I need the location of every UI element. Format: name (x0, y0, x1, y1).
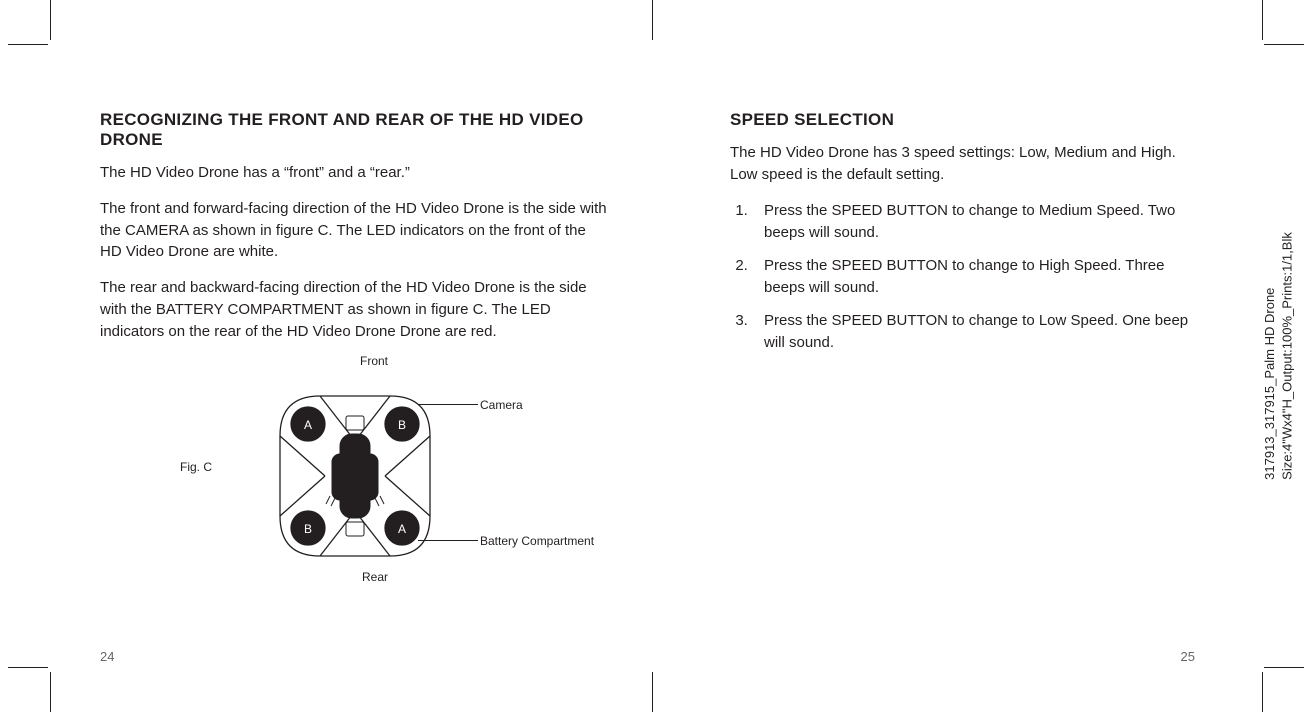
page-number-left: 24 (100, 649, 114, 664)
svg-text:A: A (304, 418, 312, 432)
svg-text:A: A (398, 522, 406, 536)
step-item: Press the SPEED BUTTON to change to High… (752, 255, 1200, 300)
print-meta-line2: Size:4"Wx4"H_Output:100%_Prints:1/1,Blk (1279, 232, 1294, 480)
label-camera: Camera (480, 398, 523, 412)
para-front: The front and forward-facing direction o… (100, 198, 610, 263)
crop-mark (1264, 667, 1304, 668)
figure-c: Fig. C Front Rear Camera Battery Compart… (100, 356, 610, 596)
figure-caption: Fig. C (180, 460, 212, 474)
page-number-right: 25 (1181, 649, 1195, 664)
page-spread: RECOGNIZING THE FRONT AND REAR OF THE HD… (50, 0, 1250, 712)
heading-speed: SPEED SELECTION (730, 110, 1200, 130)
crop-mark (8, 667, 48, 668)
page-right: SPEED SELECTION The HD Video Drone has 3… (650, 0, 1250, 712)
drone-diagram-icon: A B B A (260, 376, 450, 576)
crop-mark (1262, 0, 1263, 40)
svg-text:B: B (398, 418, 406, 432)
label-front: Front (360, 354, 388, 368)
page-left: RECOGNIZING THE FRONT AND REAR OF THE HD… (50, 0, 650, 712)
heading-recognizing: RECOGNIZING THE FRONT AND REAR OF THE HD… (100, 110, 610, 150)
speed-steps-list: Press the SPEED BUTTON to change to Medi… (730, 200, 1200, 355)
step-item: Press the SPEED BUTTON to change to Medi… (752, 200, 1200, 245)
crop-mark (1264, 44, 1304, 45)
para-intro: The HD Video Drone has a “front” and a “… (100, 162, 610, 184)
para-rear: The rear and backward-facing direction o… (100, 277, 610, 342)
step-item: Press the SPEED BUTTON to change to Low … (752, 310, 1200, 355)
label-battery: Battery Compartment (480, 534, 594, 548)
crop-mark (8, 44, 48, 45)
print-metadata: 317913_317915_Palm HD Drone Size:4"Wx4"H… (1261, 232, 1296, 480)
print-meta-line1: 317913_317915_Palm HD Drone (1262, 288, 1277, 480)
para-speed-intro: The HD Video Drone has 3 speed settings:… (730, 142, 1200, 186)
svg-text:B: B (304, 522, 312, 536)
crop-mark (1262, 672, 1263, 712)
